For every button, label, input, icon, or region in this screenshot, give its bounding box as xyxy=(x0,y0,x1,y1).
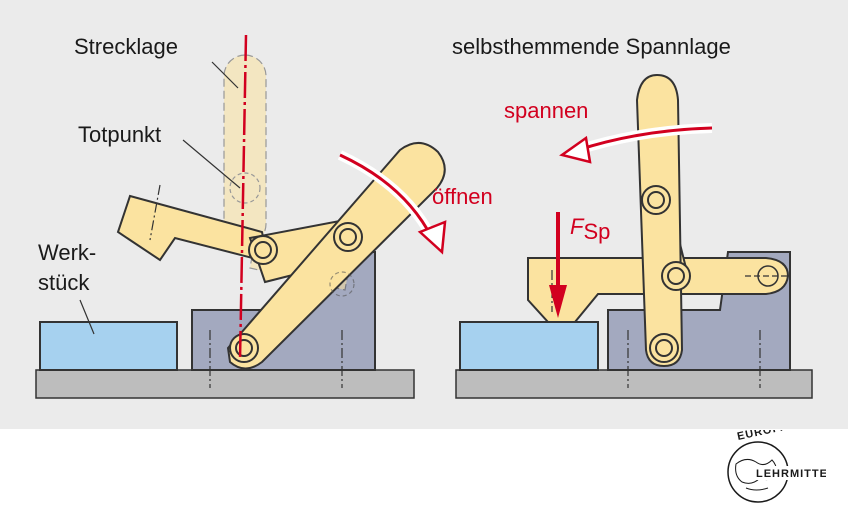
right-pivot-arm-end xyxy=(745,265,790,287)
logo-text-backdrop xyxy=(754,466,824,480)
label-selbsthemmende-spannlage: selbsthemmende Spannlage xyxy=(452,34,731,59)
force-subscript: Sp xyxy=(583,219,610,244)
label-spannen: spannen xyxy=(504,98,588,123)
europa-lehrmittel-logo: EUROPA LEHRMITTEL xyxy=(727,430,826,503)
right-pivot-middle xyxy=(661,261,691,291)
label-oeffnen: öffnen xyxy=(432,184,493,209)
left-diagonal-handle xyxy=(226,142,446,370)
label-werkstueck-line2: stück xyxy=(38,270,90,295)
dead-center-line xyxy=(238,34,248,361)
leader-werkstueck xyxy=(79,299,95,335)
spannen-arrow-shaft xyxy=(577,126,713,152)
left-pivot-ghost xyxy=(329,271,355,297)
logo-continent-2 xyxy=(745,487,769,491)
right-clamp-diagram: selbsthemmende Spannlage spannen FSp xyxy=(452,34,813,399)
logo-text-europa: EUROPA xyxy=(736,430,790,443)
right-pivot-top xyxy=(641,185,671,215)
left-workpiece xyxy=(39,321,178,371)
label-totpunkt: Totpunkt xyxy=(78,122,161,147)
label-werkstueck-line1: Werk- xyxy=(38,240,96,265)
leader-strecklage xyxy=(211,61,239,89)
right-vertical-handle xyxy=(635,73,684,368)
logo-text-lehrmittel: LEHRMITTEL xyxy=(756,468,826,480)
force-arrow-head xyxy=(549,285,567,318)
left-base-rail xyxy=(35,369,415,399)
oeffnen-arrow-head xyxy=(417,220,447,255)
diagram-panel: Strecklage Totpunkt Werk- stück öffnen xyxy=(0,0,848,429)
leader-totpunkt xyxy=(182,139,241,189)
oeffnen-arrow-shaft xyxy=(339,153,434,239)
left-pivot-upper xyxy=(333,222,363,252)
right-workpiece xyxy=(459,321,599,371)
label-force: FSp xyxy=(570,214,610,244)
right-pivot-bottom xyxy=(649,333,679,363)
left-pivot-middle xyxy=(248,235,278,265)
label-strecklage: Strecklage xyxy=(74,34,178,59)
left-pivot-bottom xyxy=(229,333,259,363)
left-clamp-diagram: Strecklage Totpunkt Werk- stück öffnen xyxy=(35,34,493,399)
right-base-rail xyxy=(455,369,813,399)
left-arm-centerline xyxy=(149,184,161,241)
spannen-arrow-head xyxy=(559,135,592,164)
force-symbol: F xyxy=(570,214,585,239)
